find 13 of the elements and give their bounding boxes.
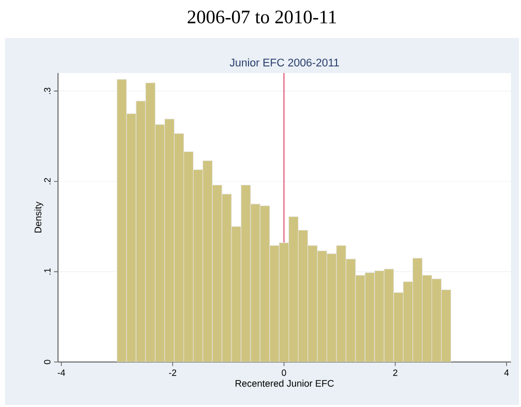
- y-tick-label: .2: [44, 178, 50, 184]
- chart-title: 2006-07 to 2010-11: [188, 10, 336, 24]
- x-tick-label: 0: [282, 370, 286, 376]
- x-tick-label: 2: [393, 370, 398, 376]
- y-tick-label: .3: [44, 88, 50, 94]
- x-tick-label: 4: [504, 370, 509, 376]
- x-tick-label: -4: [58, 370, 66, 376]
- y-axis-title: Density: [34, 202, 44, 233]
- x-axis-title: Recentered Junior EFC: [236, 380, 334, 387]
- y-tick-label: .1: [44, 268, 50, 275]
- chart-subtitle: Junior EFC 2006-2011: [230, 58, 339, 66]
- y-tick-label: 0: [44, 360, 50, 364]
- x-tick-label: -2: [169, 370, 176, 376]
